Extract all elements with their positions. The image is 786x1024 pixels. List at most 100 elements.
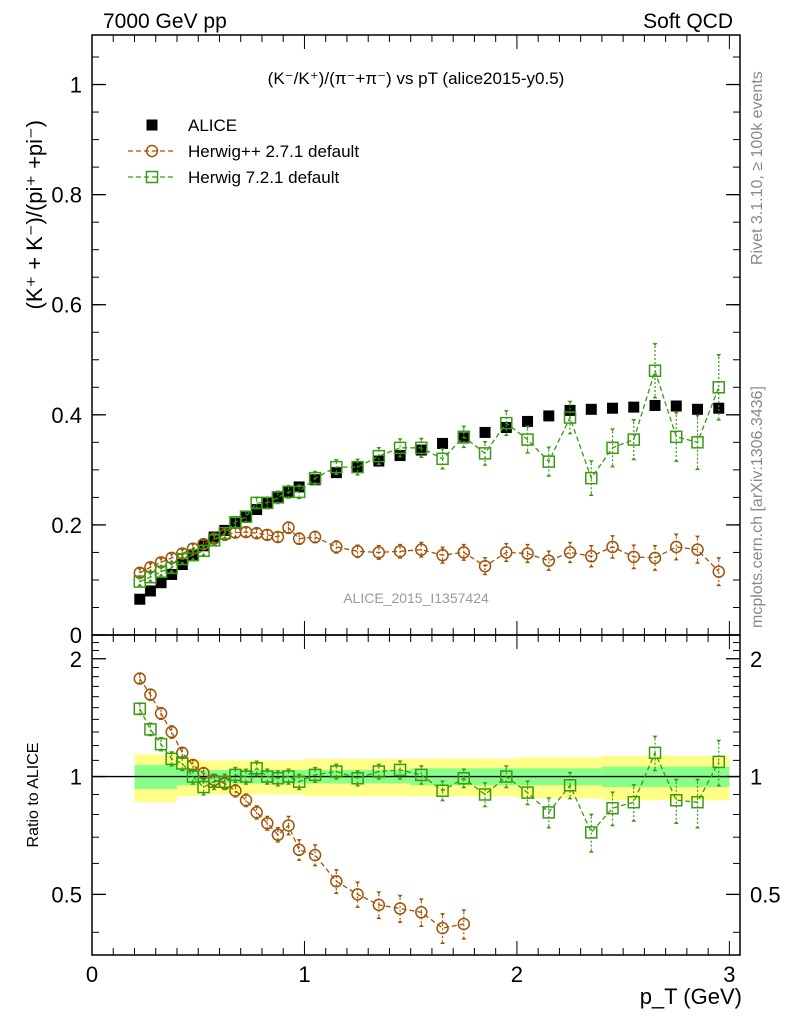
herwig7-ratio-error-cap — [333, 776, 339, 780]
herwigpp-main-error-cap — [610, 555, 616, 559]
herwig7-ratio-point — [436, 784, 449, 797]
herwigpp-ratio-point — [393, 902, 407, 915]
herwig7-ratio-error-cap — [482, 804, 488, 808]
herwig7-ratio-error-cap — [312, 779, 318, 783]
herwig7-ratio-error-cap — [286, 768, 292, 772]
herwig7-ratio-error-cap — [673, 820, 679, 824]
herwig7-main-error-cap — [190, 557, 196, 561]
alice-main-point — [437, 437, 449, 449]
herwigpp-main-error-cap — [440, 546, 446, 550]
herwig7-main-point — [207, 534, 221, 547]
herwigpp-main-point — [606, 540, 619, 554]
herwig7-ratio-point — [186, 770, 200, 783]
herwig7-main-error-cap — [610, 464, 616, 468]
herwig7-ratio-error-cap — [440, 798, 446, 802]
herwigpp-main-error-cap — [631, 544, 637, 548]
herwigpp-ratio-point — [372, 898, 386, 912]
herwigpp-main-error-cap — [461, 557, 467, 561]
herwig7-ratio-point — [457, 772, 471, 785]
herwig7-ratio-point — [330, 765, 343, 778]
herwigpp-main-point — [500, 546, 513, 559]
herwig7-ratio-error-cap — [254, 760, 260, 764]
herwig7-main-point — [606, 441, 619, 455]
herwigpp-ratio-error-cap — [312, 844, 318, 848]
alice-main-point — [585, 403, 597, 415]
herwig7-ratio-error-cap — [296, 787, 302, 791]
herwig7-ratio-error-cap — [222, 773, 228, 777]
herwig7-main-error-cap — [147, 578, 153, 582]
herwig7-ratio-point — [415, 768, 428, 782]
herwig7-main-error-cap — [546, 473, 552, 477]
main-series-layer — [133, 343, 726, 605]
herwigpp-ratio-point — [351, 888, 364, 901]
herwigpp-main-error-cap — [179, 548, 185, 552]
herwig7-ratio-error-cap — [482, 782, 488, 786]
herwig7-ratio-point — [606, 801, 619, 815]
herwig7-main-error-cap — [631, 418, 637, 422]
herwig7-ratio-point — [133, 702, 147, 716]
herwig7-main-error-cap — [158, 567, 164, 571]
herwigpp-main-error-cap — [169, 553, 175, 557]
herwig7-ratio-error-cap — [179, 768, 185, 772]
herwigpp-main-error-cap — [503, 559, 509, 563]
herwigpp-main-error-cap — [232, 534, 238, 538]
herwig7-ratio-error-cap — [355, 770, 361, 774]
legend-marker — [145, 170, 159, 184]
herwig7-main-point — [330, 460, 343, 474]
herwigpp-ratio-point — [165, 725, 178, 739]
herwig7-main-point — [372, 449, 386, 463]
herwigpp-ratio-point — [292, 843, 306, 857]
herwigpp-main-point — [372, 546, 386, 559]
alice-main-point — [713, 402, 725, 414]
herwig7-ratio-error-cap — [631, 818, 637, 822]
herwig7-main-error-cap — [503, 410, 509, 414]
herwig7-main-error-cap — [588, 492, 594, 496]
herwigpp-main-point — [415, 543, 428, 556]
alice-main-point — [670, 400, 682, 412]
herwigpp-ratio-error-cap — [355, 881, 361, 885]
herwig7-ratio-error-cap — [631, 784, 637, 788]
herwig7-main-error-cap — [158, 573, 164, 577]
herwig7-main-error-cap — [525, 450, 531, 454]
herwigpp-main-error-cap — [482, 557, 488, 561]
herwig7-ratio-error-cap — [695, 825, 701, 829]
herwig7-ratio-error-cap — [312, 766, 318, 770]
herwigpp-main-point — [542, 554, 556, 567]
herwig7-main-error-cap — [440, 466, 446, 470]
ratio-plot-panel — [91, 634, 741, 956]
herwig7-main-error-cap — [333, 459, 339, 463]
herwig7-ratio-error-cap — [418, 765, 424, 769]
herwigpp-main-error-cap — [695, 560, 701, 564]
herwigpp-ratio-error-cap — [376, 916, 382, 920]
herwig7-ratio-point — [250, 762, 263, 775]
alice-main-point — [500, 421, 512, 433]
herwigpp-main-error-cap — [673, 557, 679, 561]
herwig7-main-error-cap — [190, 549, 196, 553]
alice-main-point — [522, 415, 534, 427]
herwig7-ratio-error-cap — [525, 802, 531, 806]
herwig7-main-point — [351, 460, 364, 474]
legend-label: Herwig++ 2.7.1 default — [188, 142, 359, 161]
herwigpp-main-point — [271, 530, 285, 544]
ratio-ticks: 0.5 0.5 1 1 2 2 0 1 2 3 — [51, 635, 781, 987]
herwigpp-ratio-point — [436, 921, 449, 935]
herwigpp-main-error-cap — [610, 535, 616, 539]
herwig7-ratio-error-cap — [610, 823, 616, 827]
herwigpp-main-error-cap — [137, 568, 143, 572]
herwigpp-main-error-cap — [631, 566, 637, 570]
herwig7-main-point — [563, 411, 577, 424]
alice-main-point — [240, 511, 252, 523]
herwig7-ratio-error-cap — [296, 773, 302, 777]
legend-label: ALICE — [188, 116, 237, 135]
herwigpp-ratio-error-cap — [461, 936, 467, 940]
herwigpp-main-point — [330, 540, 343, 554]
herwig7-main-error-cap — [179, 553, 185, 557]
herwig7-ratio-error-cap — [673, 778, 679, 782]
herwig7-ratio-error-cap — [232, 779, 238, 783]
main-y-tick-label: 0.4 — [51, 403, 82, 428]
herwigpp-ratio-error-cap — [376, 891, 382, 895]
herwig7-main-point — [457, 430, 471, 444]
herwig7-main-error-cap — [137, 576, 143, 580]
herwig7-ratio-point — [308, 768, 322, 782]
herwig7-ratio-point — [176, 757, 189, 770]
